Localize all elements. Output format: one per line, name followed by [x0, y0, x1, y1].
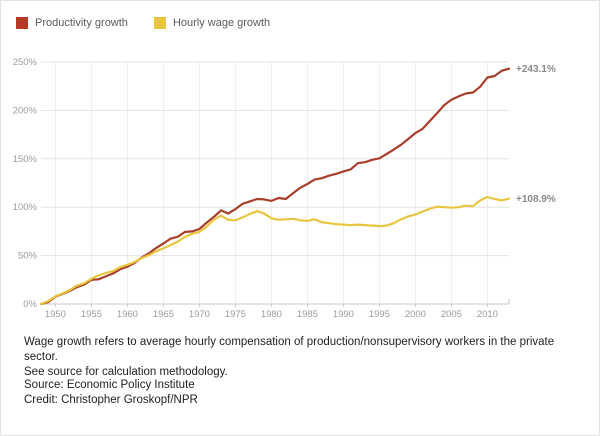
x-tick-label: 1995 [369, 309, 390, 320]
caption-line-1: Wage growth refers to average hourly com… [24, 336, 555, 363]
source-line: Source: Economic Policy Institute [24, 379, 195, 391]
x-tick-label: 1960 [117, 309, 138, 320]
y-tick-label: 0% [23, 299, 37, 310]
end-label-hourly-wage: +108.9% [516, 194, 556, 205]
caption-line-2: See source for calculation methodology. [24, 366, 228, 378]
legend-item-hourly-wage: Hourly wage growth [153, 17, 271, 29]
line-chart: 0% 50% 100% 150% 200% 250% 1950 1955 1960 1965 197… [1, 1, 599, 331]
x-tick-label: 1975 [225, 309, 246, 320]
x-tick-label: 1990 [333, 309, 354, 320]
x-tick-label: 1985 [297, 309, 318, 320]
x-tick-label: 2010 [477, 309, 498, 320]
x-tick-label: 2005 [441, 309, 462, 320]
x-tick-label: 2000 [405, 309, 426, 320]
series-line-hourly-wage [39, 195, 511, 306]
legend-label-hourly-wage: Hourly wage growth [172, 17, 271, 29]
legend-label-productivity: Productivity growth [35, 17, 128, 29]
legend-item-productivity: Productivity growth [16, 17, 128, 29]
productivity-swatch-icon [16, 17, 28, 29]
chart-canvas: 0% 50% 100% 150% 200% 250% 1950 1955 1960 1965 197… [13, 57, 556, 320]
hourly-wage-swatch-icon [153, 17, 166, 29]
y-tick-label: 250% [13, 57, 38, 68]
series-line-productivity [39, 67, 511, 306]
credit-line: Credit: Christopher Groskopf/NPR [24, 394, 198, 406]
x-tick-label: 1950 [45, 309, 66, 320]
chart-caption: Wage growth refers to average hourly com… [24, 335, 584, 380]
x-tick-label: 1980 [261, 309, 282, 320]
end-label-productivity: +243.1% [516, 64, 556, 75]
x-tick-label: 1965 [153, 309, 174, 320]
chart-legend: Productivity growth Hourly wage growth [16, 17, 270, 29]
y-tick-label: 50% [18, 251, 38, 262]
y-tick-label: 150% [13, 154, 38, 165]
x-tick-label: 1955 [81, 309, 102, 320]
y-tick-label: 100% [13, 202, 38, 213]
x-tick-label: 1970 [189, 309, 210, 320]
y-tick-label: 200% [13, 105, 38, 116]
source-credit: Source: Economic Policy Institute Credit… [24, 378, 198, 408]
